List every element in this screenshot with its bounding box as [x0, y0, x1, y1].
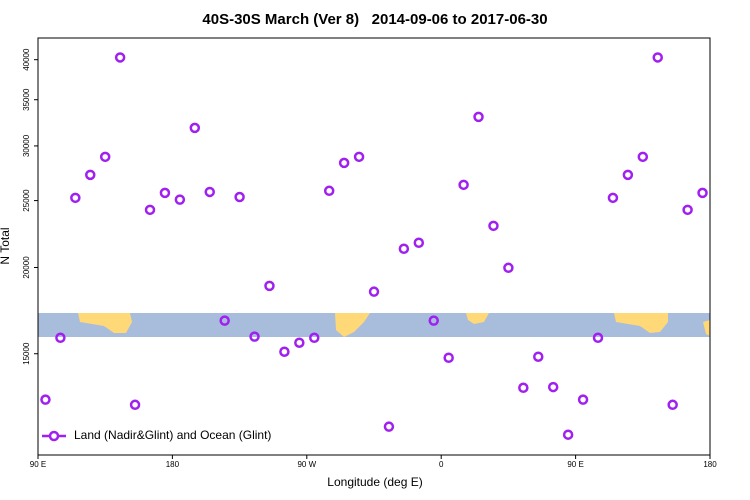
y-tick-label: 15000: [22, 342, 31, 365]
x-axis-label: Longitude (deg E): [327, 475, 422, 489]
data-point: [592, 332, 604, 344]
data-point: [607, 192, 619, 204]
data-point: [577, 394, 589, 405]
data-point: [99, 151, 111, 163]
data-point: [234, 191, 245, 203]
y-tick-label: 40000: [22, 48, 31, 71]
data-point: [503, 262, 514, 274]
data-point: [249, 331, 260, 342]
data-point: [144, 204, 156, 216]
data-point: [204, 186, 215, 198]
x-tick-label: 180: [166, 460, 180, 469]
data-point: [533, 351, 544, 362]
data-point: [279, 346, 290, 357]
data-point: [637, 151, 649, 163]
data-point: [174, 194, 186, 205]
chart-title: 40S-30S March (Ver 8) 2014-09-06 to 2017…: [202, 11, 547, 28]
x-tick-label: 180: [703, 460, 717, 469]
data-point: [697, 187, 708, 199]
data-point: [338, 157, 350, 169]
data-point: [458, 179, 469, 191]
data-point: [428, 315, 439, 326]
data-point: [488, 220, 499, 232]
data-point: [413, 237, 425, 248]
data-point: [85, 169, 96, 181]
y-tick-label: 20000: [22, 256, 31, 279]
data-point: [129, 399, 141, 411]
y-tick-label: 25000: [22, 189, 31, 212]
data-point: [383, 421, 395, 432]
y-tick-label: 30000: [22, 134, 31, 157]
data-point: [443, 352, 454, 364]
x-tick-label: 90 E: [30, 460, 46, 469]
y-tick-label: 35000: [22, 88, 31, 111]
data-point: [40, 394, 51, 405]
data-point: [473, 111, 484, 123]
data-point: [518, 382, 529, 394]
data-point: [323, 185, 335, 197]
data-point: [368, 286, 380, 297]
data-point: [398, 243, 410, 254]
data-point: [294, 337, 305, 348]
data-point: [70, 192, 81, 204]
x-tick-label: 0: [439, 460, 444, 469]
data-point: [264, 280, 275, 292]
y-axis-label: N Total: [0, 227, 12, 264]
data-point: [189, 122, 201, 134]
data-point: [309, 332, 320, 344]
legend-label: Land (Nadir&Glint) and Ocean (Glint): [74, 428, 271, 442]
legend-marker: [48, 430, 60, 442]
x-tick-label: 90 E: [567, 460, 583, 469]
data-point: [667, 399, 678, 411]
plot-frame: [37, 37, 711, 456]
data-point: [219, 315, 230, 326]
data-point: [114, 52, 126, 63]
data-point: [652, 52, 663, 63]
data-point: [682, 204, 693, 216]
data-point: [353, 151, 365, 163]
map-strip: [38, 313, 710, 337]
data-point: [55, 332, 66, 344]
data-point: [562, 429, 574, 440]
data-point: [622, 169, 634, 181]
data-point: [159, 187, 171, 199]
x-tick-label: 90 W: [297, 460, 316, 469]
data-point: [547, 381, 559, 393]
